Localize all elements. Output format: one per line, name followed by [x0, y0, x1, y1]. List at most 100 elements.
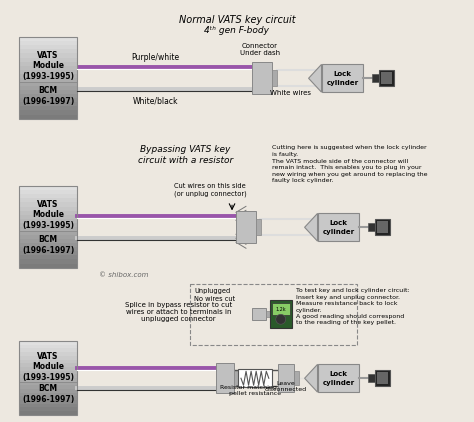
Text: VATS
Module
(1993-1995): VATS Module (1993-1995) [22, 51, 74, 81]
Bar [19, 231, 77, 235]
Bar [19, 363, 77, 367]
Bar [368, 374, 375, 382]
Bar [19, 111, 77, 114]
Bar [19, 198, 77, 203]
Bar [278, 364, 294, 392]
Bar [19, 385, 77, 389]
Bar [19, 102, 77, 106]
Bar [19, 186, 77, 190]
Text: VATS
Module
(1993-1995): VATS Module (1993-1995) [22, 200, 74, 230]
Text: Connector
Under dash: Connector Under dash [240, 43, 280, 57]
Bar [252, 62, 272, 94]
Bar [379, 70, 394, 86]
Text: Lock: Lock [333, 71, 351, 77]
Bar [19, 381, 77, 385]
Bar [19, 194, 77, 198]
Text: Unplugged
No wires cut: Unplugged No wires cut [194, 289, 236, 302]
Bar [19, 389, 77, 392]
Bar [19, 341, 77, 415]
Bar [19, 349, 77, 352]
Bar [19, 235, 77, 239]
Bar [19, 252, 77, 255]
Bar [19, 66, 77, 70]
Bar [266, 311, 271, 317]
Bar [19, 227, 77, 231]
Bar [19, 360, 77, 363]
Text: Cutting here is suggested when the lock cylinder
is faulty.
The VATS module side: Cutting here is suggested when the lock … [272, 146, 427, 184]
Polygon shape [305, 214, 318, 241]
Bar [19, 74, 77, 78]
Bar [19, 403, 77, 407]
Polygon shape [305, 364, 318, 392]
Bar [19, 203, 77, 206]
Bar [294, 371, 299, 385]
Bar [321, 65, 363, 92]
Bar [19, 255, 77, 260]
Text: Purple/white: Purple/white [131, 53, 180, 62]
Bar [256, 219, 261, 235]
Text: Cut wires on this side
(or unplug connector): Cut wires on this side (or unplug connec… [174, 184, 246, 197]
Bar [19, 260, 77, 264]
Bar [19, 186, 77, 268]
Bar [375, 371, 390, 386]
Bar [19, 54, 77, 57]
Text: cylinder: cylinder [326, 80, 358, 86]
Bar [19, 49, 77, 54]
Text: Lock: Lock [329, 371, 347, 377]
Bar [272, 70, 277, 86]
Text: Bypassing VATS key
circuit with a resistor: Bypassing VATS key circuit with a resist… [137, 146, 233, 165]
Text: BCM
(1996-1997): BCM (1996-1997) [22, 86, 74, 106]
Bar [238, 369, 272, 387]
Bar [190, 284, 357, 345]
Text: Leave
disconnected: Leave disconnected [264, 381, 307, 392]
Circle shape [276, 314, 286, 324]
Bar [236, 211, 256, 243]
Bar [377, 372, 388, 384]
Bar [381, 72, 392, 84]
Text: Normal VATS key circuit: Normal VATS key circuit [179, 15, 295, 25]
Bar [19, 45, 77, 49]
Bar [252, 308, 266, 320]
Bar [19, 396, 77, 400]
Bar [19, 90, 77, 94]
Bar [216, 363, 234, 393]
Bar [19, 78, 77, 82]
Bar [377, 222, 388, 233]
Bar [19, 57, 77, 62]
Bar [19, 114, 77, 119]
Bar [234, 371, 239, 386]
Text: 4ᵗʰ gen F-body: 4ᵗʰ gen F-body [204, 26, 270, 35]
Bar [19, 239, 77, 243]
Bar [318, 214, 359, 241]
Text: To test key and lock cylinder circuit:
Insert key and unplug connector.
Measure : To test key and lock cylinder circuit: I… [296, 289, 409, 325]
Bar [19, 356, 77, 360]
Bar [19, 243, 77, 247]
Text: 1.2k: 1.2k [275, 307, 286, 312]
Text: BCM
(1996-1997): BCM (1996-1997) [22, 384, 74, 404]
Text: Resistor matching key
pellet resistance: Resistor matching key pellet resistance [220, 385, 290, 396]
Bar [19, 264, 77, 268]
Bar [19, 206, 77, 211]
Bar [19, 62, 77, 66]
Bar [19, 106, 77, 111]
Bar [19, 86, 77, 90]
Bar [272, 303, 290, 315]
Bar [19, 37, 77, 119]
Bar [19, 215, 77, 219]
Text: Splice in bypass resistor to cut
wires or attach to terminals in
unplugged conne: Splice in bypass resistor to cut wires o… [125, 303, 232, 322]
Bar [19, 41, 77, 45]
Text: White wires: White wires [270, 90, 311, 96]
Bar [19, 352, 77, 356]
Bar [372, 74, 379, 82]
Bar [270, 300, 292, 328]
Bar [19, 374, 77, 378]
Bar [19, 219, 77, 223]
Bar [19, 378, 77, 381]
Text: cylinder: cylinder [322, 380, 355, 386]
Bar [19, 82, 77, 86]
Text: © shibox.com: © shibox.com [99, 272, 148, 278]
Bar [19, 190, 77, 194]
Bar [19, 70, 77, 74]
Bar [19, 371, 77, 374]
Bar [19, 400, 77, 403]
